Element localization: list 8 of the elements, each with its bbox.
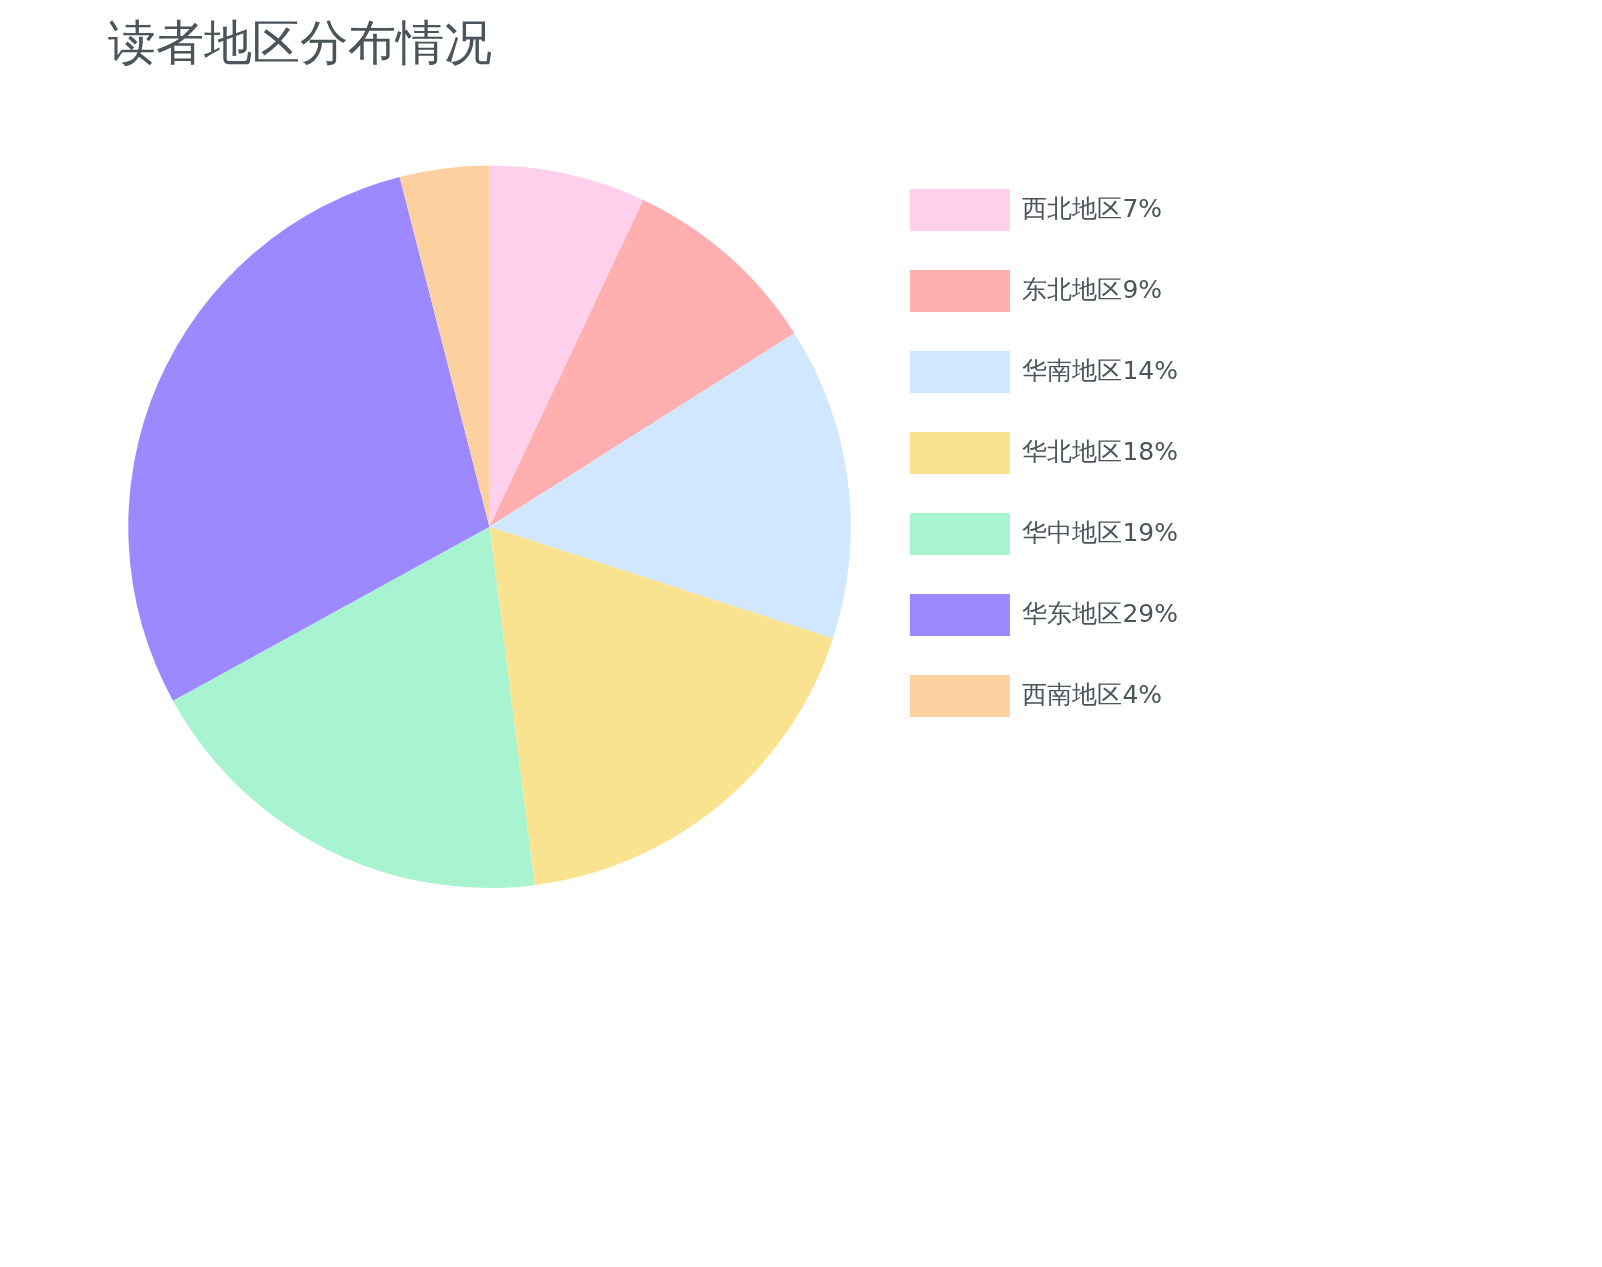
- legend-label: 华东地区29%: [1022, 598, 1179, 628]
- legend-label: 西南地区4%: [1022, 679, 1163, 709]
- legend-label: 华南地区14%: [1022, 355, 1179, 385]
- legend-label: 华中地区19%: [1022, 517, 1179, 547]
- legend-label: 东北地区9%: [1022, 274, 1163, 304]
- chart-title: 读者地区分布情况: [108, 14, 492, 71]
- legend-label: 西北地区7%: [1022, 193, 1163, 223]
- legend-label: 华北地区18%: [1022, 436, 1179, 466]
